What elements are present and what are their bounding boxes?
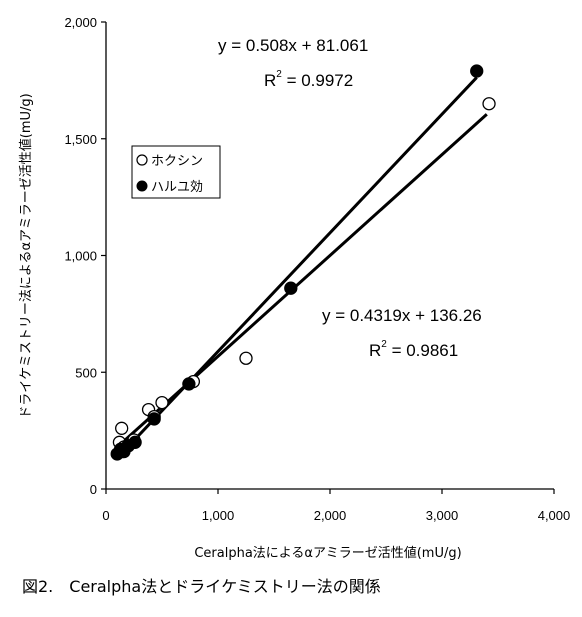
point-haruyutaka [470, 64, 484, 78]
legend-marker-haruyutaka [136, 180, 148, 192]
data-points [110, 64, 496, 461]
y-tick-label: 500 [75, 365, 97, 380]
point-haruyutaka [284, 281, 298, 295]
x-axis-label: Ceralpha法によるαアミラーゼ活性値(mU/g) [194, 545, 461, 561]
point-hokushin [482, 97, 496, 111]
y-axis-label: ドライケミストリー法によるαアミラーゼ活性値(mU/g) [18, 93, 34, 418]
y-tick-label: 1,500 [64, 132, 97, 147]
trend-line-haruyutaka [116, 76, 478, 460]
point-hokushin [115, 421, 129, 435]
point-hokushin [239, 351, 253, 365]
scatter-chart: 0 500 1,000 1,500 2,000 0 1,000 2,000 3,000 4,000… [18, 15, 570, 561]
trend-lines [116, 76, 488, 460]
legend-label-hokushin: ホクシン [151, 154, 203, 169]
legend: ホクシン ハルユ効 [131, 145, 221, 199]
r2-hokushin: R2 = 0.9861 [369, 339, 458, 360]
x-tick-label: 3,000 [426, 508, 459, 523]
equation-hokushin: y = 0.4319x + 136.26 [322, 306, 482, 325]
axes: 0 500 1,000 1,500 2,000 0 1,000 2,000 3,000 4,000 [64, 15, 570, 523]
x-tick-label: 1,000 [202, 508, 235, 523]
point-haruyutaka [128, 435, 142, 449]
y-tick-label: 1,000 [64, 249, 97, 264]
equation-haruyutaka: y = 0.508x + 81.061 [218, 36, 368, 55]
legend-marker-hokushin [136, 154, 148, 166]
r2-haruyutaka: R2 = 0.9972 [264, 69, 353, 90]
x-tick-label: 4,000 [538, 508, 571, 523]
point-haruyutaka [182, 377, 196, 391]
point-haruyutaka [147, 412, 161, 426]
point-hokushin [155, 395, 169, 410]
y-tick-label: 2,000 [64, 15, 97, 30]
figure-caption: 図2. Ceralpha法とドライケミストリー法の関係 [22, 577, 381, 596]
x-tick-label: 0 [102, 508, 109, 523]
y-tick-label: 0 [90, 482, 97, 497]
x-tick-label: 2,000 [314, 508, 347, 523]
legend-label-haruyutaka: ハルユ効 [151, 180, 203, 195]
